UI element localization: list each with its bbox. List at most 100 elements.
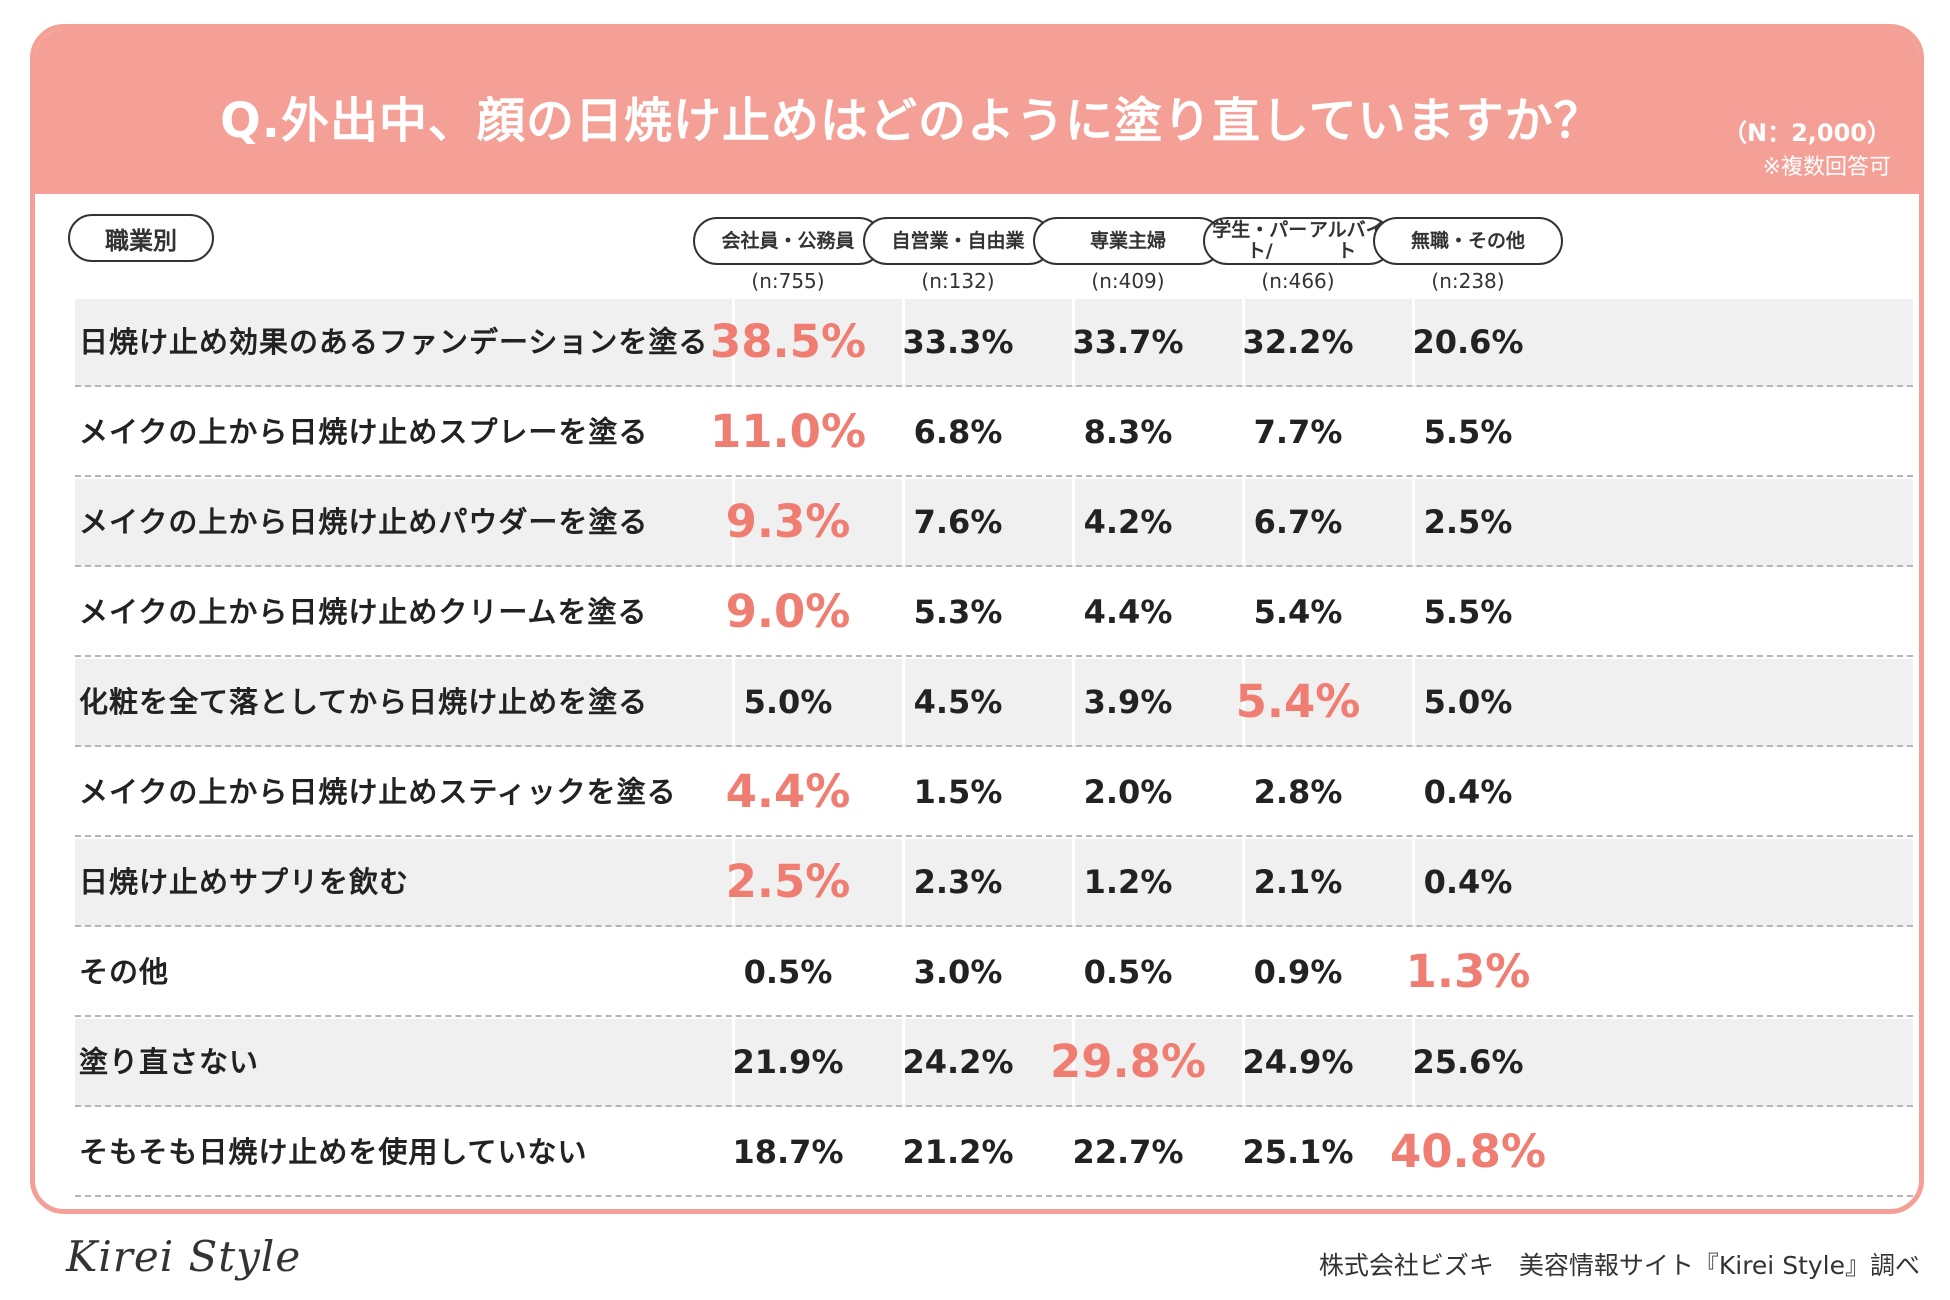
- row-label: メイクの上から日焼け止めパウダーを塗る: [79, 505, 649, 539]
- column-separator: [732, 749, 735, 835]
- column-separator: [1242, 479, 1245, 565]
- value-cell: 2.3%: [913, 863, 1003, 901]
- column-sample-size: (n:755): [751, 269, 825, 293]
- kirei-style-logo: Kirei Style: [66, 1232, 302, 1281]
- row-label: 日焼け止め効果のあるファンデーションを塗る: [79, 325, 709, 359]
- value-cell: 2.0%: [1083, 773, 1173, 811]
- column-separator: [732, 479, 735, 565]
- column-separator: [1412, 659, 1415, 745]
- value-cell: 25.1%: [1242, 1133, 1354, 1171]
- value-cell-highlight: 5.4%: [1235, 675, 1361, 728]
- column-separator: [902, 1109, 905, 1195]
- table-row: 日焼け止め効果のあるファンデーションを塗る 38.5% 33.3% 33.7% 32.2…: [75, 299, 1913, 387]
- column-separator: [902, 749, 905, 835]
- column-separator: [1412, 389, 1415, 475]
- value-cell: 24.2%: [902, 1043, 1014, 1081]
- column-separator: [1242, 749, 1245, 835]
- column-separator: [1072, 1019, 1075, 1105]
- value-cell: 32.2%: [1242, 323, 1354, 361]
- survey-card: Q.外出中、顔の日焼け止めはどのように塗り直していますか？ （N：2,000） …: [30, 24, 1924, 1214]
- row-label: そもそも日焼け止めを使用していない: [79, 1135, 588, 1169]
- chart-title: Q.外出中、顔の日焼け止めはどのように塗り直していますか？: [220, 93, 1603, 149]
- sample-size: （N：2,000）: [1723, 119, 1891, 147]
- column-separator: [732, 929, 735, 1015]
- value-cell: 5.0%: [743, 683, 833, 721]
- column-separator: [1072, 389, 1075, 475]
- table-row: メイクの上から日焼け止めクリームを塗る 9.0% 5.3% 4.4% 5.4% 5.5%: [75, 569, 1913, 657]
- value-cell: 5.4%: [1253, 593, 1343, 631]
- row-label: メイクの上から日焼け止めスプレーを塗る: [79, 415, 649, 449]
- value-cell: 3.9%: [1083, 683, 1173, 721]
- column-separator: [902, 839, 905, 925]
- column-separator: [732, 1019, 735, 1105]
- value-cell: 33.7%: [1072, 323, 1184, 361]
- column-separator: [1412, 1109, 1415, 1195]
- table-row: その他 0.5% 3.0% 0.5% 0.9% 1.3%: [75, 929, 1913, 1017]
- value-cell: 0.9%: [1253, 953, 1343, 991]
- value-cell-highlight: 2.5%: [725, 855, 851, 908]
- column-separator: [732, 299, 735, 385]
- value-cell: 20.6%: [1412, 323, 1524, 361]
- value-cell: 4.5%: [913, 683, 1003, 721]
- value-cell: 0.5%: [1083, 953, 1173, 991]
- column-header-text: 学生・パート/: [1212, 219, 1308, 262]
- column-separator: [1072, 659, 1075, 745]
- column-separator: [1072, 1109, 1075, 1195]
- column-header-text: アルバイト: [1308, 219, 1385, 262]
- column-header-2: 自営業・自由業: [863, 217, 1053, 265]
- row-label: 化粧を全て落としてから日焼け止めを塗る: [79, 685, 649, 719]
- column-separator: [732, 1109, 735, 1195]
- column-separator: [1412, 1019, 1415, 1105]
- column-separator: [1242, 569, 1245, 655]
- column-separator: [732, 839, 735, 925]
- column-sample-size: (n:132): [921, 269, 995, 293]
- column-separator: [732, 659, 735, 745]
- column-separator: [902, 299, 905, 385]
- column-sample-size: (n:409): [1091, 269, 1165, 293]
- column-header-text: 自営業・自由業: [891, 229, 1025, 252]
- column-header-4: 学生・パート/アルバイト: [1203, 217, 1393, 265]
- table-row: そもそも日焼け止めを使用していない 18.7% 21.2% 22.7% 25.1% 40.…: [75, 1109, 1913, 1197]
- value-cell: 5.0%: [1423, 683, 1513, 721]
- value-cell: 2.1%: [1253, 863, 1343, 901]
- table-row: 化粧を全て落としてから日焼け止めを塗る 5.0% 4.5% 3.9% 5.4% 5.0%: [75, 659, 1913, 747]
- column-separator: [1412, 479, 1415, 565]
- value-cell: 33.3%: [902, 323, 1014, 361]
- value-cell: 25.6%: [1412, 1043, 1524, 1081]
- column-separator: [1072, 299, 1075, 385]
- value-cell: 21.9%: [732, 1043, 844, 1081]
- value-cell: 0.5%: [743, 953, 833, 991]
- column-separator: [1412, 299, 1415, 385]
- column-sample-size: (n:466): [1261, 269, 1335, 293]
- column-separator: [1242, 659, 1245, 745]
- column-separator: [1242, 929, 1245, 1015]
- value-cell-highlight: 11.0%: [709, 405, 867, 458]
- column-separator: [1242, 1109, 1245, 1195]
- value-cell: 7.6%: [913, 503, 1003, 541]
- column-separator: [902, 1019, 905, 1105]
- value-cell: 1.5%: [913, 773, 1003, 811]
- column-separator: [1242, 839, 1245, 925]
- column-separator: [902, 479, 905, 565]
- column-separator: [1072, 839, 1075, 925]
- column-separator: [1242, 299, 1245, 385]
- row-label: メイクの上から日焼け止めスティックを塗る: [79, 775, 677, 809]
- value-cell: 8.3%: [1083, 413, 1173, 451]
- value-cell: 6.8%: [913, 413, 1003, 451]
- value-cell: 5.3%: [913, 593, 1003, 631]
- survey-credit: 株式会社ビズキ 美容情報サイト『Kirei Style』調べ: [1318, 1251, 1920, 1280]
- column-separator: [1072, 569, 1075, 655]
- column-header-5: 無職・その他: [1373, 217, 1563, 265]
- column-separator: [1412, 929, 1415, 1015]
- column-separator: [1072, 749, 1075, 835]
- column-separator: [902, 569, 905, 655]
- column-separator: [1072, 479, 1075, 565]
- category-label-pill: 職業別: [68, 214, 214, 262]
- value-cell: 2.5%: [1423, 503, 1513, 541]
- column-separator: [1242, 389, 1245, 475]
- table-row: メイクの上から日焼け止めスティックを塗る 4.4% 1.5% 2.0% 2.8% 0.4%: [75, 749, 1913, 837]
- value-cell: 5.5%: [1423, 413, 1513, 451]
- table-row: 日焼け止めサプリを飲む 2.5% 2.3% 1.2% 2.1% 0.4%: [75, 839, 1913, 927]
- column-separator: [902, 659, 905, 745]
- value-cell: 0.4%: [1423, 863, 1513, 901]
